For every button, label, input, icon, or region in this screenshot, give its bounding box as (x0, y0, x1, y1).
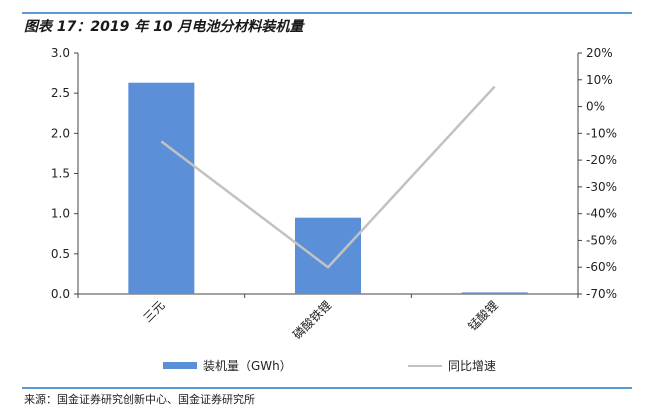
y2-tick-label: -40% (586, 207, 617, 221)
top-rule (22, 12, 632, 14)
legend-item-bar: 装机量（GWh） (163, 357, 292, 374)
legend-item-line: 同比增速 (408, 357, 496, 374)
y2-tick-label: -20% (586, 153, 617, 167)
y2-tick-label: -50% (586, 233, 617, 247)
legend-label-line: 同比增速 (448, 359, 497, 373)
y-tick-label: 2.5 (51, 86, 70, 100)
y-tick-label: 0.0 (51, 287, 70, 301)
y2-tick-label: -70% (586, 287, 617, 301)
legend-swatch-line (408, 364, 442, 367)
y-tick-label: 0.5 (51, 247, 70, 261)
y2-tick-label: -30% (586, 180, 617, 194)
y-tick-label: 3.0 (51, 46, 70, 60)
y-tick-label: 1.0 (51, 207, 70, 221)
y2-tick-label: 10% (586, 73, 613, 87)
bar (295, 217, 361, 294)
bottom-rule (22, 387, 632, 389)
legend-label-bar: 装机量（GWh） (203, 359, 292, 373)
growth-line (160, 85, 496, 269)
x-category-label: 三元 (141, 298, 168, 325)
y2-tick-label: 0% (586, 100, 605, 114)
chart-title: 图表 17：2019 年 10 月电池分材料装机量 (24, 19, 304, 35)
y-tick-label: 1.5 (51, 167, 70, 181)
bar (128, 82, 195, 295)
y-tick-label: 2.0 (51, 126, 70, 140)
x-category-label: 锰酸锂 (465, 298, 501, 334)
y2-tick-label: 20% (586, 46, 613, 60)
bar (461, 292, 528, 294)
x-category-label: 磷酸铁锂 (290, 298, 335, 343)
legend-swatch-bar (163, 362, 197, 369)
source-note: 来源：国金证券研究创新中心、国金证券研究所 (24, 393, 255, 406)
y2-tick-label: -60% (586, 260, 617, 274)
y2-tick-label: -10% (586, 126, 617, 140)
